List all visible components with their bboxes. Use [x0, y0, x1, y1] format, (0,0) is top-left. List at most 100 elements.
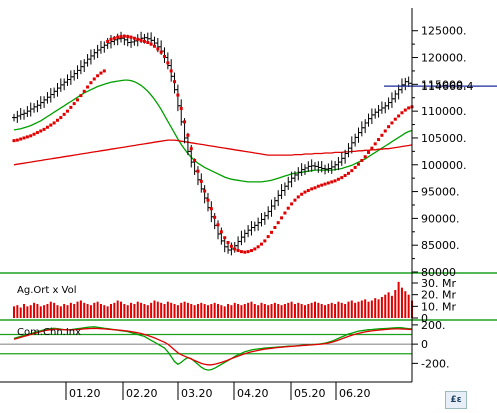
sar-dot [112, 36, 116, 40]
y-tick-label: 0 [421, 312, 428, 325]
x-tick-label: 05.20 [294, 387, 326, 400]
sar-dot [106, 39, 110, 43]
volume-bar [53, 302, 56, 318]
sar-dot [12, 139, 16, 143]
volume-bar [364, 299, 367, 318]
volume-bar [19, 307, 22, 318]
sar-dot [79, 94, 83, 98]
sar-dot [360, 158, 364, 162]
sar-dot [226, 241, 230, 245]
y-tick-label: 90000. [421, 212, 460, 225]
volume-bar [180, 302, 183, 318]
volume-bar [243, 304, 246, 318]
volume-bar [407, 294, 410, 318]
sar-dot [280, 216, 284, 220]
volume-bar [39, 306, 42, 318]
sar-dot [89, 81, 93, 85]
sar-dot [102, 69, 106, 73]
volume-bar [203, 304, 206, 318]
volume-bar [43, 305, 46, 318]
volume-bar [347, 301, 350, 318]
y-tick-label: 100000. [421, 159, 467, 172]
sar-dot [350, 169, 354, 173]
sar-dot [373, 142, 377, 146]
price-panel [0, 31, 497, 321]
sar-dot [340, 176, 344, 180]
sar-dot [186, 133, 190, 137]
volume-bar [384, 294, 387, 318]
sar-dot [122, 34, 126, 38]
sar-dot [45, 125, 49, 129]
sar-dot [15, 138, 19, 142]
sar-dot [363, 155, 367, 159]
sar-dot [179, 106, 183, 110]
volume-bar [36, 304, 39, 318]
volume-bar [340, 302, 343, 318]
volume-bar [227, 304, 230, 318]
sar-dot [239, 250, 243, 254]
volume-bar [320, 304, 323, 318]
volume-bar [26, 306, 29, 318]
sar-dot [343, 173, 347, 177]
y-tick-label: 110000. [421, 105, 467, 118]
sar-dot [163, 54, 167, 58]
volume-bar [153, 300, 156, 318]
sar-dot [249, 249, 253, 253]
sar-dot [86, 85, 90, 89]
sar-dot [286, 206, 290, 210]
y-tick-label: 125000. [421, 25, 467, 38]
volume-bar [120, 301, 123, 318]
sar-dot [132, 36, 136, 40]
sar-dot [380, 133, 384, 137]
volume-bar [240, 305, 243, 318]
sar-dot [370, 146, 374, 150]
sar-dot [52, 121, 56, 125]
y-tick-label: 80000 [421, 266, 456, 279]
sar-dot [263, 239, 267, 243]
volume-bar [126, 305, 129, 318]
sar-dot [59, 116, 63, 120]
sar-dot [209, 207, 213, 211]
volume-bar [79, 300, 82, 318]
sar-dot [336, 177, 340, 181]
sar-dot [246, 250, 250, 254]
volume-bar [273, 302, 276, 318]
volume-bar [223, 306, 226, 318]
sar-dot [403, 108, 407, 112]
sar-dot [92, 77, 96, 81]
sar-dot [189, 147, 193, 151]
volume-bar [390, 295, 393, 318]
osc-panel-label: Com.Chn.Inx [17, 327, 81, 338]
volume-bar [397, 281, 400, 318]
sar-dot [223, 236, 227, 240]
sar-dot [173, 80, 177, 84]
volume-bar [89, 305, 92, 318]
sar-dot [293, 198, 297, 202]
sar-dot [326, 181, 330, 185]
volume-bar [160, 302, 163, 318]
volume-bar [13, 306, 15, 318]
volume-bar [200, 302, 203, 318]
volume-bar [247, 302, 250, 318]
volume-bar [59, 306, 62, 318]
sar-dot [62, 112, 66, 116]
sar-dot [76, 98, 80, 102]
volume-bar [206, 305, 209, 318]
y-tick-label: 105000. [421, 132, 467, 145]
sar-dot [119, 35, 123, 39]
volume-bar [314, 301, 317, 318]
sar-dot [49, 123, 53, 127]
sar-dot [32, 132, 36, 136]
volume-bar [140, 302, 143, 318]
volume-bar [354, 302, 357, 318]
sar-dot [22, 136, 26, 140]
sar-dot [129, 35, 133, 39]
volume-bar [270, 304, 273, 318]
y-tick-label: 95000. [421, 186, 460, 199]
sar-dot [390, 121, 394, 125]
volume-bar [113, 302, 116, 318]
sar-dot [383, 129, 387, 133]
sar-dot [377, 138, 381, 142]
volume-bar [300, 304, 303, 318]
